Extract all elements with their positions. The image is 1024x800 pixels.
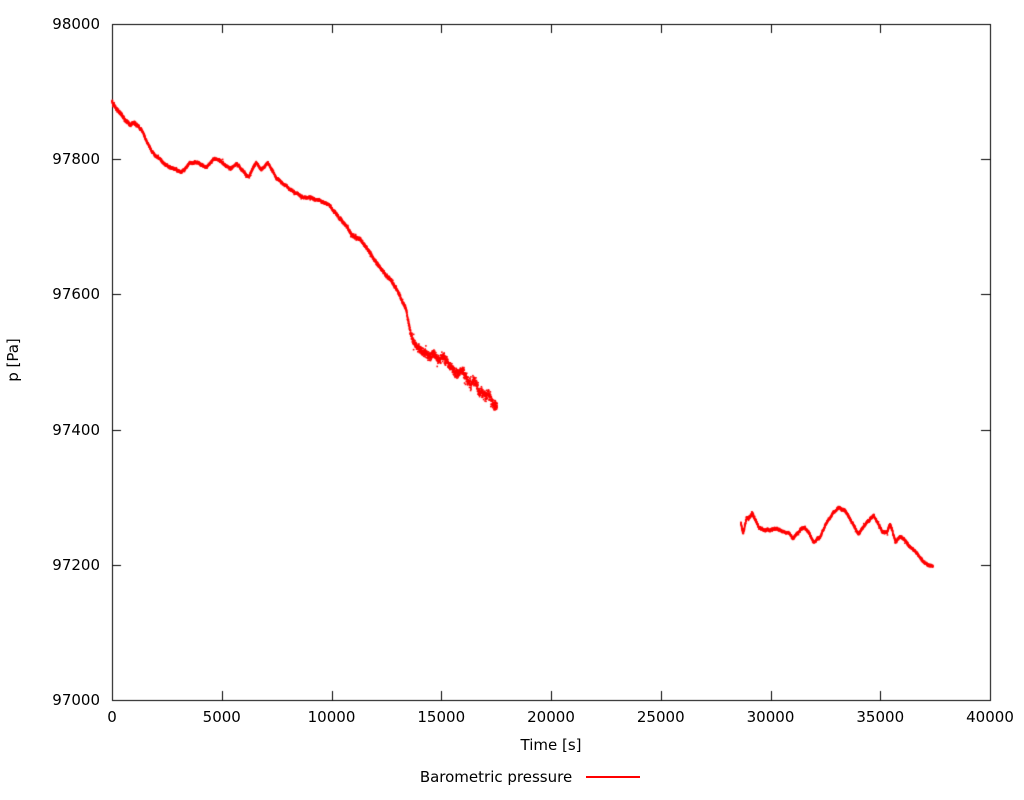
y-tick-label: 98000 bbox=[52, 15, 100, 33]
x-tick-label: 25000 bbox=[636, 708, 685, 726]
x-tick-label: 35000 bbox=[856, 708, 905, 726]
y-axis-title: p [Pa] bbox=[4, 338, 22, 382]
y-tick-label: 97200 bbox=[52, 555, 100, 574]
x-axis-title: Time [s] bbox=[520, 736, 582, 754]
x-tick-label: 5000 bbox=[202, 708, 241, 726]
x-tick-label: 30000 bbox=[746, 708, 795, 726]
legend: Barometric pressure bbox=[18, 768, 1024, 786]
y-tick-label: 97800 bbox=[52, 150, 100, 169]
x-tick-label: 0 bbox=[107, 708, 117, 726]
legend-line-sample bbox=[586, 776, 641, 778]
x-tick-label: 40000 bbox=[966, 708, 1014, 726]
y-tick-label: 97400 bbox=[52, 420, 100, 439]
x-tick-label: 10000 bbox=[307, 708, 356, 726]
x-tick-label: 15000 bbox=[417, 708, 466, 726]
y-tick-label: 97000 bbox=[52, 691, 100, 709]
legend-label: Barometric pressure bbox=[419, 768, 573, 786]
x-tick-label: 20000 bbox=[527, 708, 575, 726]
y-tick-label: 97600 bbox=[52, 285, 100, 304]
